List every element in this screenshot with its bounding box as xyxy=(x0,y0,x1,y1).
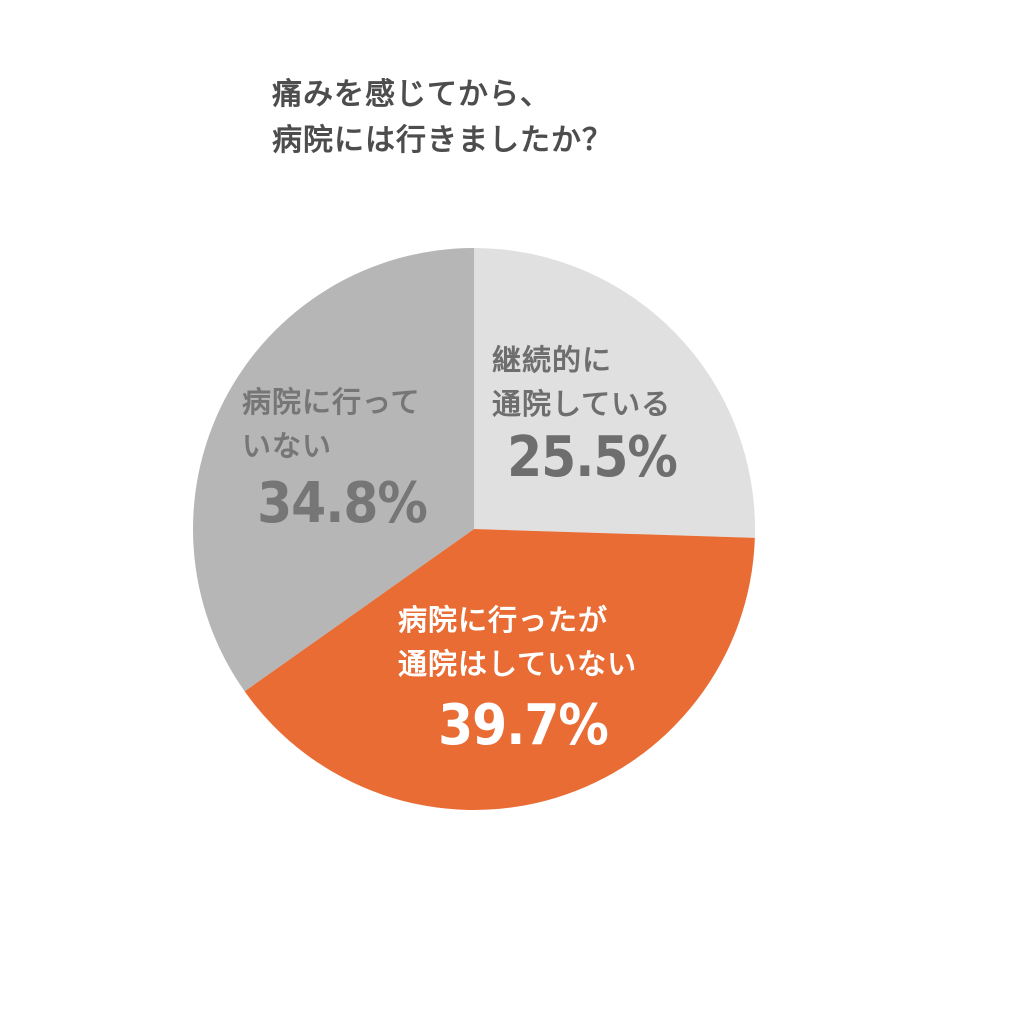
chart-title: 痛みを感じてから、 病院には行きましたか？ xyxy=(272,72,613,164)
slice-label-not-gone: 病院に行って いない 34.8% xyxy=(242,380,442,536)
slice-label-continuing-line1: 継続的に xyxy=(492,343,613,377)
chart-title-line1: 痛みを感じてから、 xyxy=(272,77,551,112)
pie-slice-went-not-continuing xyxy=(244,529,755,810)
slice-label-not-gone-line1: 病院に行って xyxy=(242,385,421,419)
pie-slice-continuing xyxy=(474,248,755,538)
slice-value-not-gone: 34.8% xyxy=(257,471,428,536)
slice-label-went-line2: 通院はしていない xyxy=(398,647,638,681)
slice-label-not-gone-line2: いない xyxy=(242,429,333,463)
slice-value-continuing: 25.5% xyxy=(507,425,678,490)
pie-slice-not-gone xyxy=(192,248,474,692)
chart-title-line2: 病院には行きましたか？ xyxy=(272,123,613,158)
slice-label-continuing: 継続的に 通院している 25.5% xyxy=(492,338,692,490)
slice-label-continuing-line2: 通院している xyxy=(492,387,672,421)
slice-label-went-not-continuing: 病院に行ったが 通院はしていない 39.7% xyxy=(398,598,648,758)
slice-label-went-line1: 病院に行ったが xyxy=(398,603,609,637)
slice-value-went-not-continuing: 39.7% xyxy=(438,693,609,758)
